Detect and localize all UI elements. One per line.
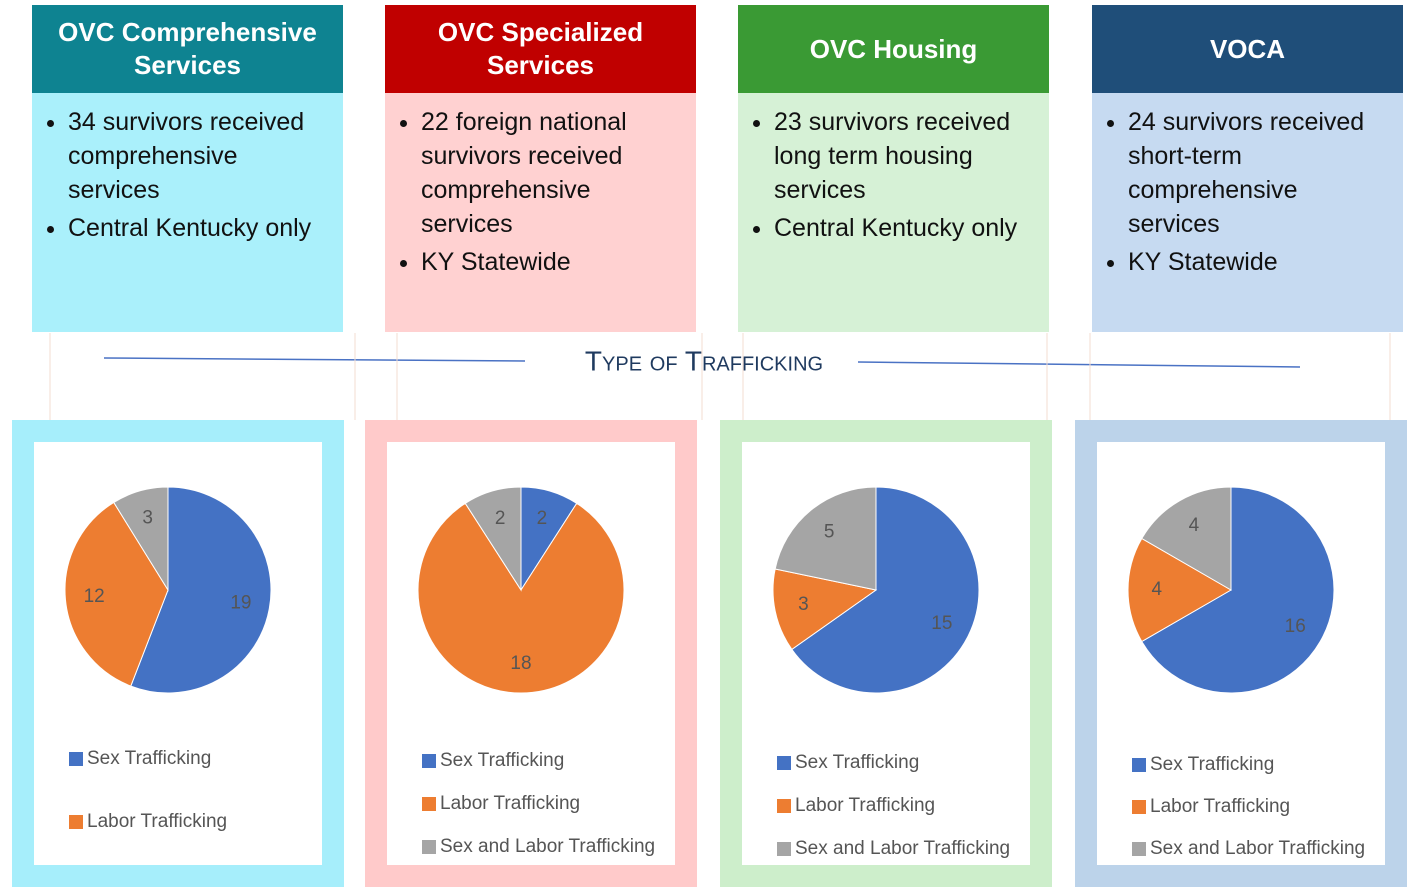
legend-label: Sex Trafficking: [1150, 754, 1274, 775]
pie-slice: [1141, 486, 1335, 694]
bullet: Central Kentucky only: [774, 211, 1039, 245]
pie-slice: [64, 501, 169, 687]
legend-label: Sex and Labor Trafficking: [795, 838, 1010, 859]
legend-swatch: [422, 754, 436, 768]
bullet: KY Statewide: [1128, 245, 1393, 279]
data-label: 4: [1189, 515, 1200, 536]
legend-label: Sex Trafficking: [795, 752, 919, 773]
column-title: OVC Specialized Services: [385, 5, 696, 93]
bullet: 22 foreign national survivors received c…: [421, 105, 686, 241]
legend-swatch: [777, 756, 791, 770]
column: VOCA 24 survivors received short-term com…: [1092, 5, 1403, 332]
connector: [103, 357, 526, 362]
data-label: 3: [798, 594, 809, 615]
data-label: 15: [931, 613, 952, 634]
data-label: 3: [142, 508, 153, 529]
legend-swatch: [1132, 842, 1146, 856]
pie-slice: [417, 502, 625, 694]
column-title: OVC Housing: [738, 5, 1049, 93]
pie-slice: [464, 486, 522, 592]
pie-slice: [130, 486, 272, 694]
legend-swatch: [1132, 800, 1146, 814]
pie-slice: [1141, 486, 1232, 591]
legend-label: Sex Trafficking: [87, 748, 211, 769]
data-label: 4: [1152, 579, 1163, 600]
legend-label: Labor Trafficking: [440, 793, 580, 814]
data-label: 16: [1285, 616, 1306, 637]
bullet: 34 survivors received comprehensive serv…: [68, 105, 333, 207]
legend-label: Sex Trafficking: [440, 750, 564, 771]
section-title: Type of Trafficking: [585, 345, 823, 376]
column-body: 24 survivors received short-term compreh…: [1092, 93, 1403, 332]
legend-swatch: [422, 840, 436, 854]
bullet-list: 24 survivors received short-term compreh…: [1108, 105, 1393, 279]
pie-slice: [113, 486, 169, 592]
data-label: 18: [510, 653, 531, 674]
guides: [49, 333, 1391, 420]
legend-swatch: [422, 797, 436, 811]
legend-swatch: [69, 752, 83, 766]
legend-label: Sex and Labor Trafficking: [1150, 838, 1365, 859]
data-label: 19: [230, 593, 251, 614]
legend-swatch: [1132, 758, 1146, 772]
bullet-list: 23 survivors received long term housing …: [754, 105, 1039, 245]
column: OVC Housing 23 survivors received long te…: [738, 5, 1049, 332]
column-title: VOCA: [1092, 5, 1403, 93]
legend-label: Labor Trafficking: [87, 811, 227, 832]
data-label: 12: [84, 586, 105, 607]
column-title: OVC Comprehensive Services: [32, 5, 343, 93]
decor: [49, 333, 1391, 420]
bullet: 24 survivors received short-term compreh…: [1128, 105, 1393, 241]
column-body: 34 survivors received comprehensive serv…: [32, 93, 343, 332]
column: OVC Specialized Services 22 foreign natio…: [385, 5, 696, 332]
pie-slice: [772, 568, 878, 651]
data-label: 2: [495, 508, 506, 529]
data-label: 2: [537, 508, 548, 529]
column-body: 22 foreign national survivors received c…: [385, 93, 696, 332]
pie-slice: [1127, 537, 1232, 643]
bullet: 23 survivors received long term housing …: [774, 105, 1039, 207]
pie-slice: [791, 486, 980, 694]
pie-slice: [774, 486, 877, 591]
bullet: KY Statewide: [421, 245, 686, 279]
column: OVC Comprehensive Services 34 survivors r…: [32, 5, 343, 332]
bullet: Central Kentucky only: [68, 211, 333, 245]
data-label: 5: [824, 521, 835, 542]
bullet-list: 34 survivors received comprehensive serv…: [48, 105, 333, 245]
connector: [857, 361, 1301, 368]
legend-label: Sex and Labor Trafficking: [440, 836, 655, 857]
bullet-list: 22 foreign national survivors received c…: [401, 105, 686, 279]
legend-swatch: [69, 815, 83, 829]
legend-swatch: [777, 842, 791, 856]
legend-label: Labor Trafficking: [1150, 796, 1290, 817]
legend-label: Labor Trafficking: [795, 795, 935, 816]
legend-swatch: [777, 799, 791, 813]
column-body: 23 survivors received long term housing …: [738, 93, 1049, 332]
